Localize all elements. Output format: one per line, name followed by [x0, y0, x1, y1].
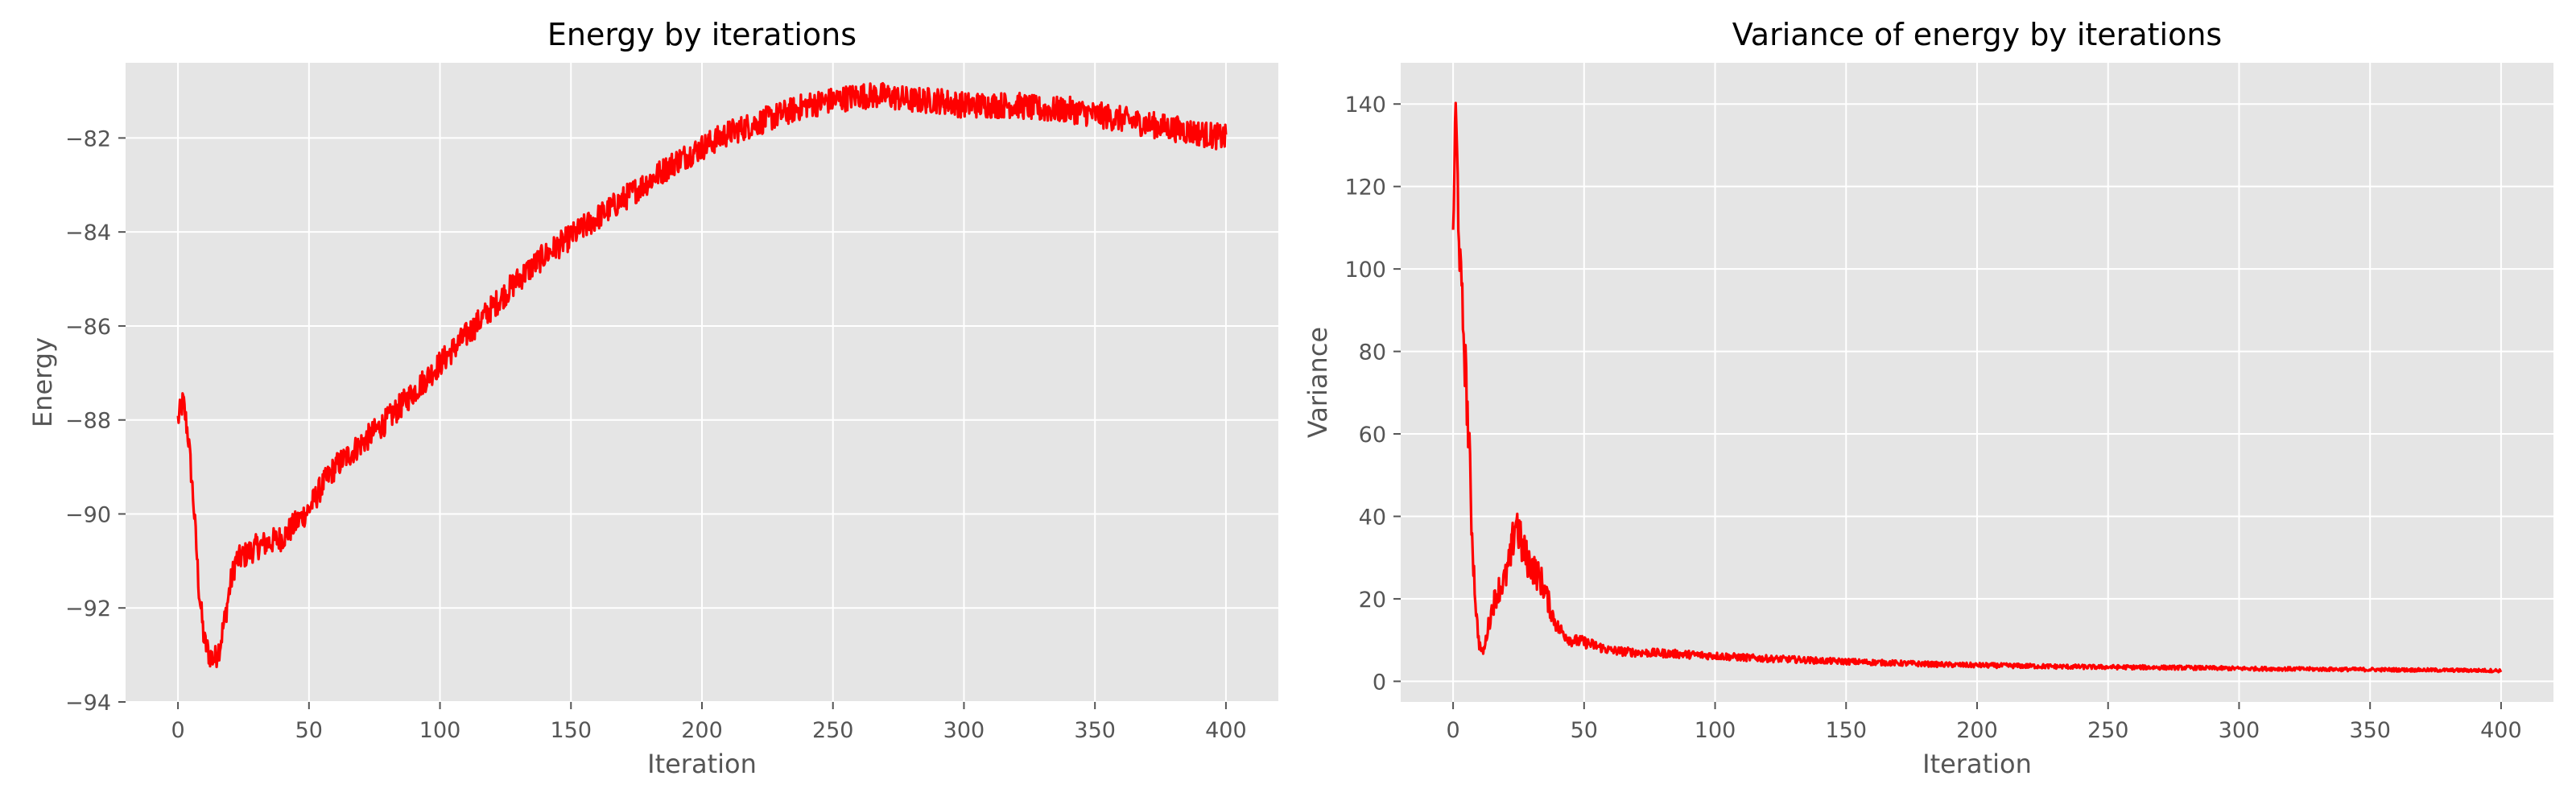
energy-chart: 0 50 100 150 200 250 300 350 400 −94 −92 −90 −88 −86… — [27, 17, 1278, 779]
energy-x-tick-label: 100 — [419, 718, 461, 743]
variance-y-tick-label: 80 — [1359, 341, 1386, 365]
energy-y-axis-label: Energy — [27, 337, 58, 427]
variance-x-ticks: 0 50 100 150 200 250 300 350 400 — [1446, 702, 2522, 743]
energy-series-line — [176, 81, 1228, 669]
energy-y-tick-label: −82 — [65, 126, 111, 151]
variance-x-tick-label: 150 — [1825, 718, 1867, 743]
energy-x-tick-label: 50 — [295, 718, 323, 743]
variance-x-tick-label: 100 — [1695, 718, 1736, 743]
variance-series-line — [1451, 101, 2503, 674]
variance-y-axis-label: Variance — [1302, 327, 1333, 438]
variance-x-tick-label: 200 — [1956, 718, 1998, 743]
energy-y-tick-label: −90 — [65, 502, 111, 527]
energy-y-tick-label: −92 — [65, 596, 111, 621]
variance-x-tick-label: 400 — [2480, 718, 2522, 743]
variance-x-tick-label: 250 — [2087, 718, 2129, 743]
energy-x-tick-label: 250 — [812, 718, 854, 743]
variance-x-tick-label: 350 — [2349, 718, 2391, 743]
variance-x-tick-label: 50 — [1571, 718, 1598, 743]
variance-y-tick-label: 60 — [1359, 423, 1386, 448]
variance-y-tick-label: 120 — [1344, 175, 1386, 200]
variance-y-tick-label: 0 — [1373, 670, 1386, 695]
energy-x-tick-label: 150 — [550, 718, 592, 743]
energy-chart-title: Energy by iterations — [547, 17, 857, 52]
energy-x-tick-label: 0 — [171, 718, 184, 743]
variance-x-axis-label: Iteration — [1922, 749, 2032, 779]
energy-x-tick-label: 200 — [681, 718, 723, 743]
energy-y-tick-label: −94 — [65, 691, 111, 716]
variance-y-tick-label: 20 — [1359, 588, 1386, 613]
energy-y-tick-label: −84 — [65, 221, 111, 246]
energy-y-tick-label: −86 — [65, 315, 111, 340]
energy-x-tick-label: 300 — [943, 718, 985, 743]
energy-x-ticks: 0 50 100 150 200 250 300 350 400 — [171, 702, 1247, 743]
variance-y-ticks: 0 20 40 60 80 100 120 140 — [1344, 93, 1401, 695]
variance-x-tick-label: 0 — [1446, 718, 1459, 743]
energy-x-tick-label: 400 — [1205, 718, 1247, 743]
energy-y-ticks: −94 −92 −90 −88 −86 −84 −82 — [65, 126, 126, 716]
energy-x-axis-label: Iteration — [647, 749, 757, 779]
variance-x-tick-label: 300 — [2219, 718, 2260, 743]
variance-y-tick-label: 100 — [1344, 258, 1386, 283]
variance-y-tick-label: 140 — [1344, 93, 1386, 118]
variance-chart-title: Variance of energy by iterations — [1732, 17, 2222, 52]
variance-y-tick-label: 40 — [1359, 505, 1386, 530]
variance-grid — [1401, 63, 2553, 702]
energy-x-tick-label: 350 — [1074, 718, 1116, 743]
energy-y-tick-label: −88 — [65, 409, 111, 434]
variance-chart: 0 50 100 150 200 250 300 350 400 0 20 40 60 80 100 120… — [1302, 17, 2553, 779]
